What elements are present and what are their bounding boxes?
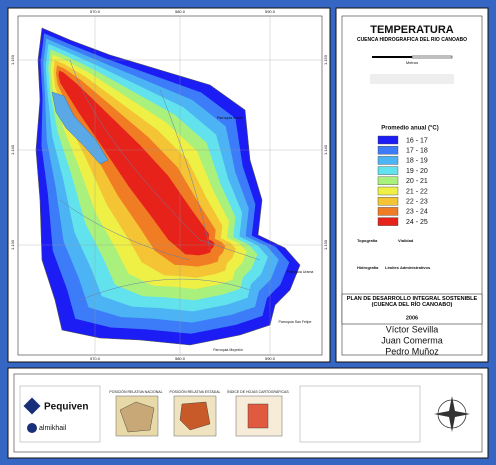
legend-heading: Promedio anual (°C): [381, 126, 438, 132]
legend-swatch: [377, 166, 399, 175]
notes-box: [299, 385, 421, 443]
inset-sheets: [247, 403, 269, 429]
grid-x-label: 570.0: [90, 9, 101, 14]
grid-y-label: 1.150: [323, 54, 328, 65]
place-label: Parroquia Moyetón: [213, 348, 243, 352]
author: Pedro Muñoz: [385, 346, 439, 356]
grid-x-label: 580.0: [175, 356, 186, 361]
legend-label: 18 - 19: [406, 158, 428, 165]
legend-label: 21 - 22: [406, 188, 428, 195]
place-label: Parroquia Morón: [217, 116, 243, 120]
project-title-box: PLAN DE DESARROLLO INTEGRAL SOSTENIBLE (…: [346, 296, 478, 308]
inset-title: POSICIÓN RELATIVA NACIONAL: [109, 389, 162, 394]
project-year: 2006: [406, 315, 418, 321]
compass: [434, 396, 470, 432]
legend-swatch: [377, 135, 399, 145]
legend-label: 22 - 23: [406, 199, 428, 206]
legend-label: 17 - 18: [406, 148, 428, 155]
scale-bar: [411, 55, 453, 59]
legend-swatch: [377, 207, 399, 216]
place-label: Parroquia San Felipe: [279, 320, 312, 324]
legend-swatch: [377, 145, 399, 155]
river: [79, 278, 251, 301]
legend-swatch: [377, 217, 399, 226]
project-box: [341, 293, 483, 325]
river: [69, 59, 261, 261]
author: Víctor Sevilla: [386, 324, 439, 334]
grid-x-label: 590.0: [265, 356, 276, 361]
map: 570.0 570.0 580.0 580.0 590.0 590.0 1.150 1.150…: [10, 9, 328, 361]
place-label: Parroquia Urama: [287, 270, 314, 274]
symbol-label: Límites Administrativos: [385, 265, 431, 270]
inset-title: POSICIÓN RELATIVA ESTADAL: [170, 389, 221, 394]
legend-label: 16 - 17: [406, 137, 428, 144]
grid-x-label: 590.0: [265, 9, 276, 14]
inset-title: ÍNDICE DE HOJAS CARTOGRÁFICAS: [227, 390, 289, 394]
author: Juan Comerma: [381, 335, 443, 345]
projection-note: [370, 74, 454, 84]
river: [59, 199, 191, 261]
legend-swatch: [377, 156, 399, 165]
legend-label: 23 - 24: [406, 209, 428, 216]
grid-y-label: 1.130: [10, 239, 15, 250]
grid-x-label: 570.0: [90, 356, 101, 361]
symbol-label: Hidrografía: [357, 265, 379, 270]
scale-bar: [372, 56, 412, 58]
legend-subtitle: CUENCA HIDROGRÁFICA DEL RÍO CANOABO: [356, 37, 468, 43]
logo-text: almikhail: [39, 425, 67, 432]
legend-label: 19 - 20: [406, 168, 428, 175]
inset-country: [119, 401, 155, 433]
grid-y-label: 1.130: [323, 239, 328, 250]
symbol-label: Topografía: [357, 238, 378, 243]
river: [159, 89, 211, 251]
grid-y-label: 1.150: [10, 54, 15, 65]
legend-title: TEMPERATURA: [370, 24, 454, 36]
scale-unit: Metros: [406, 60, 418, 65]
logo-text: Pequiven: [44, 402, 88, 413]
grid-y-label: 1.140: [10, 144, 15, 155]
legend-swatch: [377, 176, 399, 186]
legend-swatch: [377, 186, 399, 196]
reservoir: [51, 91, 109, 165]
legend-label: 20 - 21: [406, 178, 428, 185]
grid-x-label: 580.0: [175, 9, 186, 14]
grid-y-label: 1.140: [323, 144, 328, 155]
project-title: PLAN DE DESARROLLO INTEGRAL SOSTENIBLE (…: [346, 296, 478, 308]
legend: 16 - 17 17 - 18 18 - 19 19 - 20 20 - 21 21 - …: [377, 135, 428, 226]
legend-subtitle-box: CUENCA HIDROGRÁFICA DEL RÍO CANOABO: [356, 37, 468, 43]
legend-label: 24 - 25: [406, 219, 428, 226]
legend-swatch: [377, 196, 399, 206]
symbol-label: Vialidad: [398, 238, 414, 243]
inset-region: [179, 401, 211, 431]
logo-icon: [27, 423, 37, 433]
